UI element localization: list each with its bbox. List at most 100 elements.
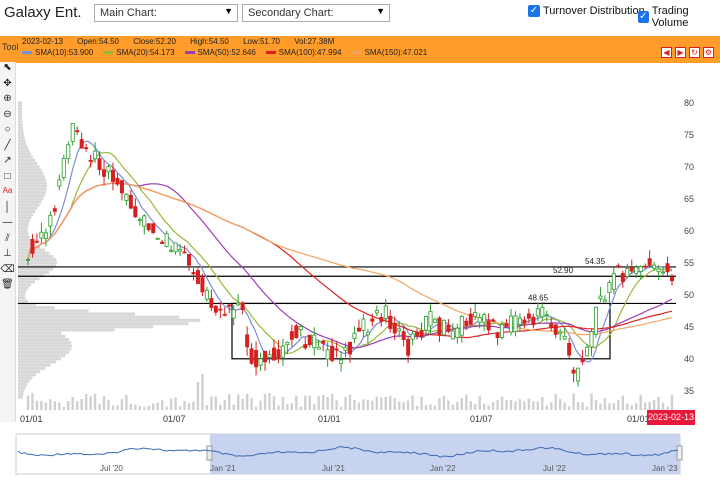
candle-body	[93, 150, 98, 160]
zoom-in-icon[interactable]: ⊕	[3, 93, 12, 104]
navigator-left-handle[interactable]	[206, 445, 213, 461]
candle-body	[254, 350, 259, 368]
volume-bar	[536, 401, 540, 410]
candle-body	[585, 346, 590, 357]
candle-body	[383, 305, 388, 319]
volume-bar	[375, 396, 379, 410]
reset-icon[interactable]: ↻	[689, 47, 700, 58]
sma-line	[27, 182, 673, 336]
volume-bar	[178, 406, 182, 410]
candle-body	[160, 241, 165, 244]
candle-body	[70, 123, 75, 142]
zoom-out-icon[interactable]: ⊖	[3, 108, 12, 120]
volume-bar	[348, 394, 352, 410]
candle-body	[204, 289, 209, 300]
main-chart-select-label: Main Chart:	[100, 7, 157, 19]
crosshair-icon[interactable]: ✥	[3, 77, 12, 89]
candle-body	[419, 330, 424, 338]
volume-bar	[80, 398, 83, 410]
volume-bar	[143, 406, 146, 410]
volume-bar	[380, 397, 383, 410]
navigator-right-handle[interactable]	[676, 445, 683, 461]
candle-body	[450, 330, 455, 340]
candle-body	[334, 348, 339, 351]
candle-body	[401, 331, 406, 340]
rectangle-icon[interactable]: □	[4, 170, 11, 182]
volume-bar	[147, 405, 150, 410]
pointer-icon[interactable]: ⬉	[3, 62, 12, 73]
volume-bar	[138, 405, 142, 410]
candle-body	[34, 240, 39, 243]
text-icon[interactable]: Aa	[2, 186, 13, 195]
volume-bar	[205, 405, 209, 410]
volume-profile-bar	[18, 277, 40, 281]
volume-bar	[389, 395, 392, 410]
volume-bar	[107, 399, 110, 410]
vertical-line-icon[interactable]: │	[4, 201, 11, 213]
circle-icon[interactable]: ○	[4, 124, 11, 135]
volume-profile-bar	[18, 136, 25, 140]
candle-body	[106, 166, 111, 173]
horizontal-ray-icon[interactable]: ⊥	[3, 248, 12, 259]
volume-profile-bar	[18, 341, 72, 345]
volume-profile-bar	[18, 334, 66, 338]
settings-icon[interactable]: ⚙	[703, 47, 714, 58]
volume-bar	[116, 405, 119, 410]
volume-profile-bar	[18, 126, 23, 130]
candle-body	[576, 367, 581, 382]
volume-profile-bar	[18, 162, 38, 166]
scroll-right-icon[interactable]: ▶	[675, 47, 686, 58]
candle-body	[455, 327, 460, 338]
line-icon[interactable]: ╱	[4, 139, 11, 151]
volume-profile-bar	[18, 350, 69, 354]
volume-profile-bar	[18, 322, 189, 326]
candle-body	[464, 320, 469, 326]
volume-profile-bar	[18, 283, 32, 287]
candle-body	[231, 309, 236, 319]
arrow-icon[interactable]: ↗	[3, 155, 12, 166]
volume-bar	[630, 405, 633, 410]
volume-bar	[447, 400, 450, 410]
secondary-chart-select[interactable]: Secondary Chart: ▼	[242, 4, 390, 22]
volume-profile-bar	[18, 258, 57, 262]
navigator-line	[17, 446, 679, 458]
eraser-icon[interactable]: ⌫	[0, 263, 15, 275]
candle-body	[670, 276, 675, 282]
volume-bar	[541, 397, 544, 410]
volume-bar	[286, 404, 289, 410]
candle-body	[392, 322, 397, 334]
candle-body	[522, 319, 527, 324]
volume-bar	[49, 399, 52, 410]
candle-body	[580, 358, 585, 363]
volume-profile-bar	[18, 104, 23, 108]
trading-volume-checkbox[interactable]: ✓ Trading Volume	[638, 5, 720, 29]
parallel-line-icon[interactable]: ⫽	[5, 232, 10, 244]
candle-body	[102, 169, 107, 177]
volume-profile-bar	[18, 133, 24, 137]
volume-bar	[196, 381, 200, 410]
volume-bar	[420, 396, 423, 410]
volume-bar	[129, 403, 133, 410]
x-tick-label: 01/01	[627, 414, 650, 424]
sma-swatch	[351, 51, 362, 54]
candle-body	[195, 270, 200, 284]
main-chart-select[interactable]: Main Chart: ▼	[94, 4, 238, 22]
volume-profile-bar	[18, 197, 44, 201]
volume-bar	[532, 401, 535, 410]
trash-icon[interactable]: 🗑	[1, 279, 14, 290]
volume-profile-bar	[18, 130, 24, 134]
volume-profile-bar	[18, 149, 30, 153]
secondary-chart-select-label: Secondary Chart:	[248, 7, 334, 19]
volume-profile-bar	[18, 264, 57, 268]
scroll-left-icon[interactable]: ◀	[661, 47, 672, 58]
navigator-tick-label: Jul '20	[100, 464, 123, 473]
volume-bar	[321, 394, 325, 410]
candle-body	[593, 306, 598, 335]
turnover-distribution-checkbox[interactable]: ✓ Turnover Distribution	[528, 5, 645, 17]
volume-profile-bar	[18, 331, 61, 335]
volume-profile-bar	[18, 139, 26, 143]
horizontal-line-icon[interactable]: —	[2, 217, 13, 228]
candle-body	[531, 316, 536, 326]
candle-body	[540, 306, 545, 318]
